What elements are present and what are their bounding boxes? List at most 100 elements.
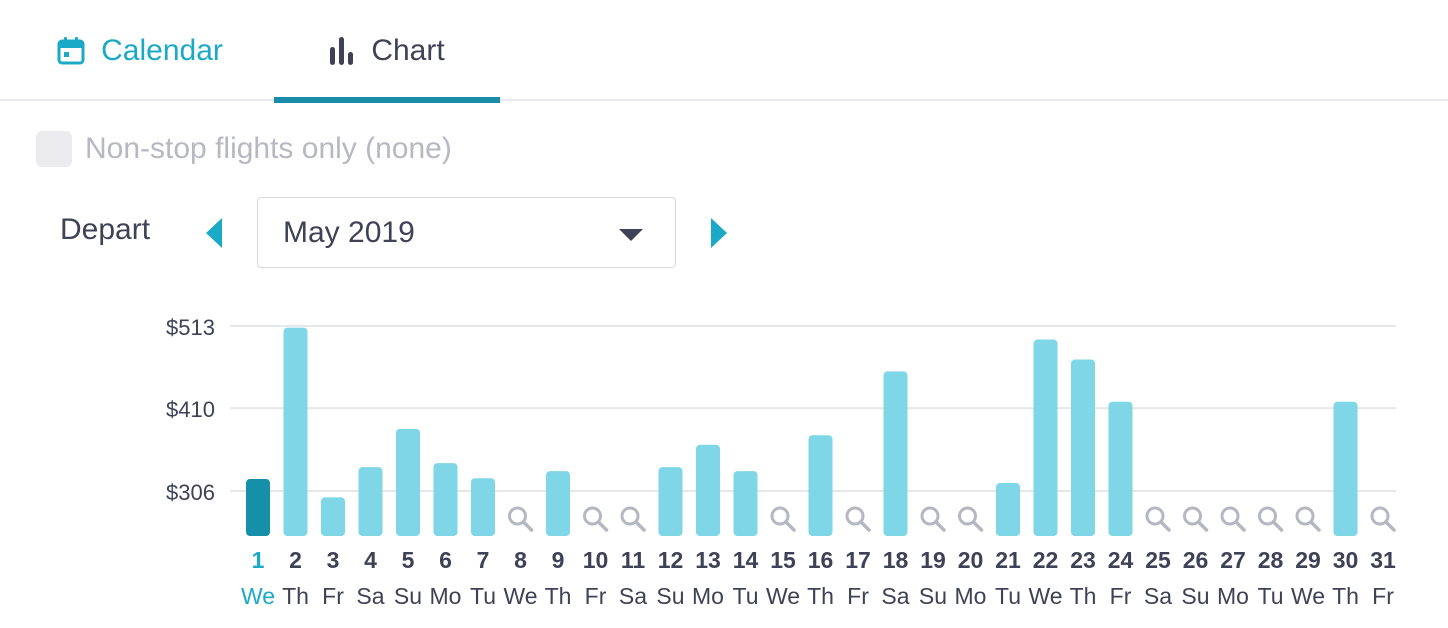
price-bar[interactable]	[246, 479, 270, 536]
day-number[interactable]: 31	[1370, 547, 1396, 573]
chevron-right-icon[interactable]	[710, 216, 730, 250]
day-weekday: Su	[394, 583, 422, 609]
search-icon[interactable]	[920, 506, 946, 532]
tab-chart-label: Chart	[371, 33, 445, 67]
day-number[interactable]: 7	[477, 547, 490, 573]
price-bar[interactable]	[658, 467, 683, 536]
search-icon[interactable]	[1145, 506, 1171, 532]
day-number[interactable]: 14	[733, 547, 759, 573]
day-weekday: Tu	[733, 583, 759, 609]
search-icon[interactable]	[958, 506, 984, 532]
search-icon[interactable]	[1258, 506, 1284, 532]
search-icon[interactable]	[1295, 506, 1321, 532]
day-weekday: Th	[1332, 583, 1359, 609]
day-weekday: Fr	[585, 583, 607, 609]
price-bar[interactable]	[883, 371, 908, 536]
day-weekday: Fr	[1372, 583, 1394, 609]
day-number[interactable]: 15	[770, 547, 796, 573]
day-number[interactable]: 13	[695, 547, 721, 573]
day-weekday: Tu	[995, 583, 1021, 609]
price-bar[interactable]	[1333, 401, 1358, 536]
search-icon[interactable]	[583, 506, 609, 532]
tab-chart[interactable]: Chart	[274, 0, 500, 103]
day-weekday: Fr	[847, 583, 869, 609]
day-weekday: Sa	[1144, 583, 1172, 609]
price-bar[interactable]	[546, 471, 570, 536]
calendar-icon	[57, 36, 85, 65]
day-number[interactable]: 20	[958, 547, 984, 573]
price-bar[interactable]	[358, 467, 383, 536]
y-tick-label: $306	[166, 480, 215, 505]
day-number[interactable]: 21	[995, 547, 1021, 573]
day-weekday: Mo	[692, 583, 724, 609]
nonstop-checkbox[interactable]	[36, 131, 72, 167]
day-number[interactable]: 24	[1108, 547, 1134, 573]
price-bar[interactable]	[733, 471, 758, 536]
month-select-value: May 2019	[283, 215, 415, 249]
search-icon[interactable]	[1183, 506, 1209, 532]
day-number[interactable]: 30	[1333, 547, 1359, 573]
day-weekday: Mo	[1217, 583, 1249, 609]
day-weekday: Th	[1070, 583, 1097, 609]
day-number[interactable]: 10	[583, 547, 609, 573]
day-weekday: We	[241, 583, 275, 609]
day-number[interactable]: 9	[552, 547, 565, 573]
bar-chart-icon	[329, 36, 355, 65]
day-number[interactable]: 8	[514, 547, 527, 573]
day-weekday: Fr	[322, 583, 344, 609]
day-number[interactable]: 6	[439, 547, 452, 573]
price-bar[interactable]	[433, 463, 458, 536]
search-icon[interactable]	[845, 506, 871, 532]
day-weekday: Th	[545, 583, 572, 609]
search-icon[interactable]	[1370, 506, 1396, 532]
nonstop-filter: Non-stop flights only (none)	[36, 130, 452, 168]
day-number[interactable]: 12	[658, 547, 684, 573]
price-bar[interactable]	[1033, 339, 1058, 536]
price-bar[interactable]	[696, 444, 720, 536]
day-weekday: We	[1291, 583, 1325, 609]
day-number[interactable]: 4	[364, 547, 377, 573]
price-bar[interactable]	[808, 435, 833, 536]
day-number[interactable]: 5	[402, 547, 415, 573]
y-tick-label: $513	[166, 315, 215, 340]
day-number[interactable]: 23	[1070, 547, 1096, 573]
day-number[interactable]: 17	[845, 547, 871, 573]
price-bar[interactable]	[1108, 401, 1133, 536]
day-number[interactable]: 27	[1220, 547, 1246, 573]
day-weekday: Su	[656, 583, 684, 609]
price-chart: $513 $410 $306 1 We 2 Th 3 Fr 4 Sa 5 Su 6 Mo 7 Tu 8 We 9 Th 1…	[166, 315, 1396, 609]
day-number[interactable]: 3	[327, 547, 340, 573]
day-number[interactable]: 28	[1258, 547, 1284, 573]
price-bar[interactable]	[1071, 359, 1095, 536]
day-weekday: Mo	[955, 583, 987, 609]
day-weekday: Fr	[1110, 583, 1132, 609]
day-number[interactable]: 19	[920, 547, 946, 573]
month-select[interactable]: May 2019	[257, 197, 676, 268]
day-number[interactable]: 26	[1183, 547, 1209, 573]
price-bar[interactable]	[283, 327, 308, 536]
search-icon[interactable]	[508, 506, 534, 532]
day-number[interactable]: 2	[289, 547, 302, 573]
day-number[interactable]: 11	[621, 547, 646, 573]
active-tab-indicator	[274, 97, 500, 103]
price-bar[interactable]	[471, 478, 495, 536]
day-number[interactable]: 18	[883, 547, 909, 573]
search-icon[interactable]	[1220, 506, 1246, 532]
day-weekday: Sa	[881, 583, 909, 609]
search-icon[interactable]	[770, 506, 796, 532]
price-bar[interactable]	[996, 483, 1020, 536]
day-number[interactable]: 16	[808, 547, 834, 573]
day-weekday: Th	[807, 583, 834, 609]
search-icon[interactable]	[620, 506, 646, 532]
day-weekday: Sa	[356, 583, 384, 609]
tab-calendar[interactable]: Calendar	[30, 0, 250, 101]
price-bar[interactable]	[321, 497, 345, 536]
day-number[interactable]: 1	[252, 547, 265, 573]
day-number[interactable]: 29	[1295, 547, 1321, 573]
day-number[interactable]: 22	[1033, 547, 1059, 573]
price-bar[interactable]	[396, 428, 420, 536]
day-weekday: Mo	[430, 583, 462, 609]
day-weekday: Th	[282, 583, 309, 609]
day-number[interactable]: 25	[1145, 547, 1171, 573]
chevron-left-icon[interactable]	[203, 216, 223, 250]
